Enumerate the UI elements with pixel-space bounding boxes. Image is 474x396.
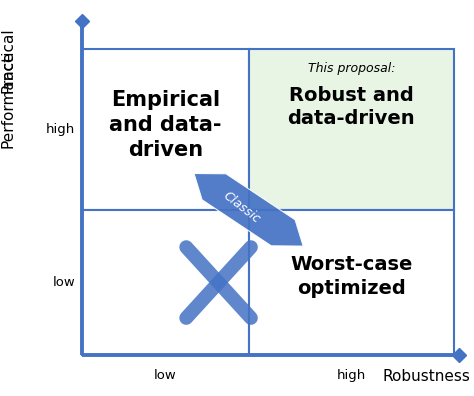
Text: Empirical
and data-
driven: Empirical and data- driven bbox=[109, 90, 222, 160]
Text: Robust and
data-driven: Robust and data-driven bbox=[288, 86, 415, 128]
Text: Performance: Performance bbox=[1, 51, 16, 148]
Bar bbox=[82, 49, 248, 210]
Text: Robustness: Robustness bbox=[383, 369, 470, 384]
Bar bbox=[248, 210, 454, 355]
Text: This proposal:: This proposal: bbox=[308, 62, 395, 75]
Polygon shape bbox=[194, 173, 303, 246]
Bar bbox=[248, 49, 454, 210]
Text: high: high bbox=[46, 123, 75, 136]
Text: low: low bbox=[53, 276, 75, 289]
Bar bbox=[82, 210, 248, 355]
Text: Worst-case
optimized: Worst-case optimized bbox=[290, 255, 412, 298]
Text: high: high bbox=[337, 369, 366, 382]
Text: Classic: Classic bbox=[220, 189, 263, 226]
Text: low: low bbox=[154, 369, 177, 382]
Text: Practical: Practical bbox=[1, 28, 16, 93]
